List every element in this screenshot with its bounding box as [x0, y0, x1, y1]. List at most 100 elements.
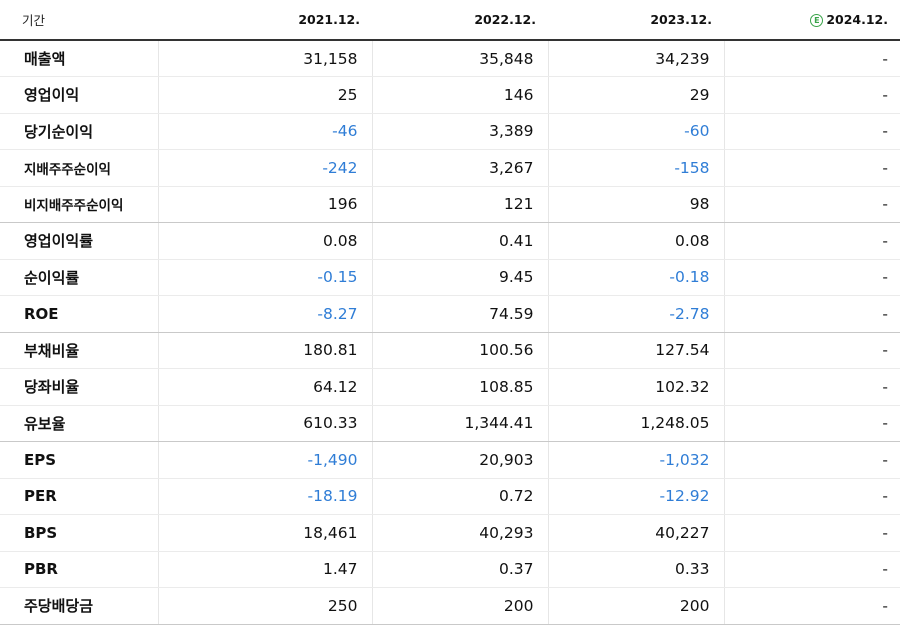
estimate-icon: E	[810, 14, 824, 27]
value-cell: 0.08	[157, 222, 372, 260]
row-label: 지배주주순이익	[0, 149, 158, 187]
estimate-cell: -	[723, 551, 900, 588]
value-cell: 40,227	[547, 514, 724, 552]
table-row: BPS 18,461 40,293 40,227-	[0, 514, 900, 552]
value-cell: -8.27	[157, 295, 372, 333]
financial-summary-table: 기간 2021.12. 2022.12. 2023.12. E 2024.12. …	[0, 0, 900, 625]
estimate-cell: -	[723, 587, 900, 625]
estimate-cell: -	[723, 259, 900, 296]
value-cell: 200	[371, 587, 548, 625]
year-header-2024-estimate: E 2024.12.	[724, 0, 900, 41]
value-cell: 34,239	[547, 40, 724, 77]
table-row: 부채비율 180.81 100.56 127.54-	[0, 332, 900, 369]
value-cell: 180.81	[157, 332, 372, 369]
table-body: 매출액 31,158 35,848 34,239- 영업이익 25 146 29- 당기순이익 -…	[0, 40, 900, 625]
value-cell: 35,848	[371, 40, 548, 77]
estimate-cell: -	[723, 441, 900, 479]
table-row: 비지배주주순이익 196 121 98-	[0, 186, 900, 223]
estimate-cell: -	[723, 222, 900, 260]
row-label: 당좌비율	[0, 368, 158, 406]
estimate-cell: -	[723, 478, 900, 515]
value-cell: 127.54	[547, 332, 724, 369]
row-label: 매출액	[0, 40, 158, 77]
value-cell: -0.18	[547, 259, 724, 296]
value-cell: 0.41	[371, 222, 548, 260]
value-cell: 29	[547, 76, 724, 114]
row-label: PER	[0, 478, 158, 515]
value-cell: -18.19	[157, 478, 372, 515]
estimate-cell: -	[723, 514, 900, 552]
row-label: 부채비율	[0, 332, 158, 369]
row-label: 비지배주주순이익	[0, 186, 158, 223]
row-label: 주당배당금	[0, 587, 158, 625]
value-cell: 3,267	[371, 149, 548, 187]
value-cell: 121	[371, 186, 548, 223]
value-cell: 0.72	[371, 478, 548, 515]
value-cell: 31,158	[157, 40, 372, 77]
table-row: 당기순이익 -46 3,389 -60-	[0, 113, 900, 150]
estimate-cell: -	[723, 405, 900, 442]
value-cell: 0.08	[547, 222, 724, 260]
value-cell: 0.33	[547, 551, 724, 588]
value-cell: 98	[547, 186, 724, 223]
estimate-year-label: 2024.12.	[826, 12, 888, 27]
table-row: 영업이익률 0.08 0.41 0.08-	[0, 222, 900, 260]
table-header: 기간 2021.12. 2022.12. 2023.12. E 2024.12.	[0, 0, 900, 41]
row-label: BPS	[0, 514, 158, 552]
estimate-cell: -	[723, 76, 900, 114]
table-row: PBR 1.47 0.37 0.33-	[0, 551, 900, 588]
table-row: ROE -8.27 74.59 -2.78-	[0, 295, 900, 333]
value-cell: -158	[547, 149, 724, 187]
estimate-cell: -	[723, 368, 900, 406]
estimate-cell: -	[723, 40, 900, 77]
value-cell: 9.45	[371, 259, 548, 296]
table-row: PER -18.19 0.72 -12.92-	[0, 478, 900, 515]
year-header-2021: 2021.12.	[158, 0, 372, 41]
row-label: PBR	[0, 551, 158, 588]
estimate-cell: -	[723, 149, 900, 187]
value-cell: -242	[157, 149, 372, 187]
row-label: 순이익률	[0, 259, 158, 296]
table-row: 유보율 610.33 1,344.41 1,248.05-	[0, 405, 900, 442]
row-label: ROE	[0, 295, 158, 333]
table-row: 지배주주순이익 -242 3,267 -158-	[0, 149, 900, 187]
value-cell: -46	[157, 113, 372, 150]
table-row: 영업이익 25 146 29-	[0, 76, 900, 114]
period-header: 기간	[0, 0, 158, 41]
value-cell: 200	[547, 587, 724, 625]
estimate-cell: -	[723, 113, 900, 150]
table-row: 순이익률 -0.15 9.45 -0.18-	[0, 259, 900, 296]
value-cell: 0.37	[371, 551, 548, 588]
value-cell: 25	[157, 76, 372, 114]
value-cell: 1.47	[157, 551, 372, 588]
row-label: 당기순이익	[0, 113, 158, 150]
value-cell: 18,461	[157, 514, 372, 552]
value-cell: 102.32	[547, 368, 724, 406]
table-row: 주당배당금 250 200 200-	[0, 587, 900, 625]
value-cell: 100.56	[371, 332, 548, 369]
header-row: 기간 2021.12. 2022.12. 2023.12. E 2024.12.	[0, 0, 900, 41]
value-cell: 196	[157, 186, 372, 223]
year-header-2022: 2022.12.	[372, 0, 548, 41]
value-cell: -12.92	[547, 478, 724, 515]
value-cell: 146	[371, 76, 548, 114]
value-cell: 40,293	[371, 514, 548, 552]
value-cell: 250	[157, 587, 372, 625]
row-label: 유보율	[0, 405, 158, 442]
value-cell: 74.59	[371, 295, 548, 333]
estimate-cell: -	[723, 295, 900, 333]
value-cell: -1,490	[157, 441, 372, 479]
table-row: EPS -1,490 20,903 -1,032-	[0, 441, 900, 479]
value-cell: -60	[547, 113, 724, 150]
value-cell: 1,248.05	[547, 405, 724, 442]
value-cell: 610.33	[157, 405, 372, 442]
value-cell: 1,344.41	[371, 405, 548, 442]
table-row: 당좌비율 64.12 108.85 102.32-	[0, 368, 900, 406]
row-label: EPS	[0, 441, 158, 479]
value-cell: -2.78	[547, 295, 724, 333]
value-cell: 3,389	[371, 113, 548, 150]
table-row: 매출액 31,158 35,848 34,239-	[0, 40, 900, 77]
value-cell: 64.12	[157, 368, 372, 406]
row-label: 영업이익	[0, 76, 158, 114]
row-label: 영업이익률	[0, 222, 158, 260]
